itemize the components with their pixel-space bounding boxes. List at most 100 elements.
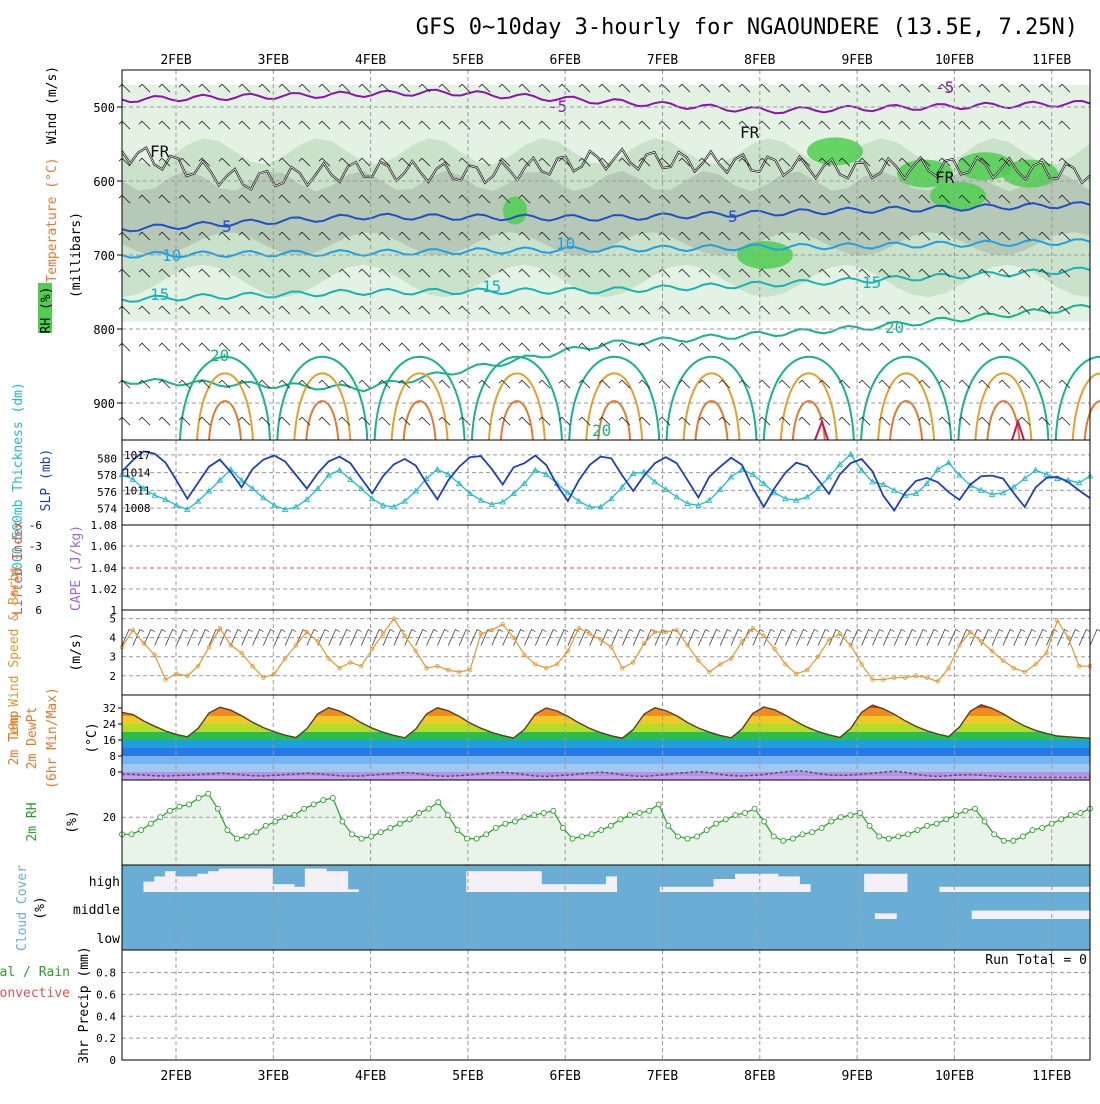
wind-barb	[598, 231, 611, 241]
wind-barb	[752, 629, 765, 646]
thickness-marker	[934, 465, 941, 472]
wind-barb	[138, 120, 151, 130]
cloud-high-gap	[541, 884, 553, 892]
thickness-marker	[803, 493, 811, 500]
panel-label: RH (%)	[39, 287, 54, 334]
wind-barb	[598, 268, 611, 278]
panel-frame	[121, 949, 1091, 1061]
cloud-high-gap	[659, 886, 671, 892]
wind-barb	[598, 379, 611, 389]
wind-barb	[978, 416, 991, 426]
thickness-marker	[629, 470, 637, 477]
rh2m-marker	[1000, 837, 1007, 844]
wind-barb	[878, 379, 891, 389]
rh-legend-swatch	[38, 283, 52, 333]
wind-barb	[958, 268, 971, 278]
wind-speed-marker	[609, 644, 614, 650]
wind-barb	[518, 342, 531, 352]
wind-barb	[785, 629, 797, 646]
wind-barb	[338, 268, 351, 278]
wind-barb	[328, 629, 340, 646]
wind-barb	[218, 305, 231, 315]
wind-speed-marker	[794, 671, 799, 677]
wind-barb	[978, 120, 991, 130]
wind-barb	[918, 416, 931, 426]
cloud-high-gap	[487, 871, 499, 892]
wind-barb	[252, 629, 264, 646]
wind-barb	[738, 231, 751, 241]
wind-barb	[478, 305, 491, 315]
wind-barb	[1018, 416, 1031, 426]
wind-barb	[238, 231, 251, 241]
temp-contour-30	[694, 400, 729, 441]
wind-speed-marker	[826, 637, 832, 642]
rh2m-marker	[857, 809, 863, 816]
wind-barb	[718, 231, 731, 241]
wind-speed-marker	[848, 643, 853, 648]
cloud-middle-bar	[1025, 910, 1037, 919]
wind-barb	[358, 305, 371, 315]
wind-speed-marker	[881, 677, 886, 682]
wind-barb	[774, 629, 786, 646]
panel-label: 3hr Precip (mm)	[77, 946, 92, 1063]
wind-barb	[918, 305, 931, 315]
wind-barb	[638, 342, 651, 352]
thickness-marker	[162, 496, 169, 502]
thickness-marker	[977, 486, 985, 493]
wind-barb	[545, 629, 558, 646]
thickness-tick-label: 580	[97, 453, 117, 466]
temp-band	[122, 776, 1090, 780]
wind-barb	[638, 120, 651, 130]
wind-barb	[165, 629, 177, 646]
wind-barb	[818, 305, 831, 315]
wind-speed-marker	[913, 673, 919, 678]
wind-barb	[518, 416, 531, 426]
wind-barb	[818, 157, 831, 167]
wind-barb	[893, 629, 906, 646]
wind-barb	[258, 305, 271, 315]
precip-panel: 0 0.2 0.4 0.6 0.8 Run Total = 0	[96, 949, 1091, 1067]
wind-barb	[938, 83, 951, 93]
rh2m-marker	[742, 809, 748, 816]
wind-barb	[1038, 268, 1051, 278]
rh2m-marker	[732, 812, 739, 819]
rh2m-marker	[751, 805, 758, 812]
wind-barb	[838, 120, 851, 130]
rh2m-marker	[828, 818, 835, 825]
cloud-cover-panel: high middle low	[73, 864, 1091, 951]
wind-barb	[502, 629, 514, 646]
cloud-middle-bar	[993, 910, 1005, 919]
thickness-marker	[912, 490, 920, 497]
rh2m-marker	[320, 797, 327, 804]
wind-barb	[632, 629, 645, 646]
wind-barb	[358, 83, 371, 93]
wind-barb	[518, 231, 531, 241]
contour-label: FR	[740, 123, 760, 142]
wind10m-panel: 2 3 4 5	[109, 609, 1100, 696]
wind-barb	[418, 194, 431, 204]
wind-barb	[498, 268, 511, 278]
wind-barb	[1018, 194, 1031, 204]
wind-barb	[1038, 416, 1051, 426]
wind-barb	[338, 342, 351, 352]
rh2m-marker	[885, 835, 892, 842]
cloud-high-gap	[509, 871, 521, 892]
wind-barb	[338, 194, 351, 204]
wind-barb	[198, 83, 211, 93]
wind-barb	[198, 305, 211, 315]
wind-barb	[718, 194, 731, 204]
contour-label: 15	[482, 277, 501, 296]
wind-barb	[197, 629, 210, 646]
wind-barb	[798, 379, 811, 389]
wind-barb	[498, 194, 511, 204]
thickness-marker	[292, 503, 300, 510]
wind-barb	[1018, 268, 1031, 278]
wind-barb	[538, 157, 551, 167]
wind-barb	[138, 305, 151, 315]
wind-speed-marker	[304, 629, 310, 635]
wind-barb	[718, 268, 731, 278]
wind-barb	[1038, 194, 1051, 204]
wind-barb	[738, 83, 751, 93]
date-label-top: 9FEB	[841, 53, 872, 68]
